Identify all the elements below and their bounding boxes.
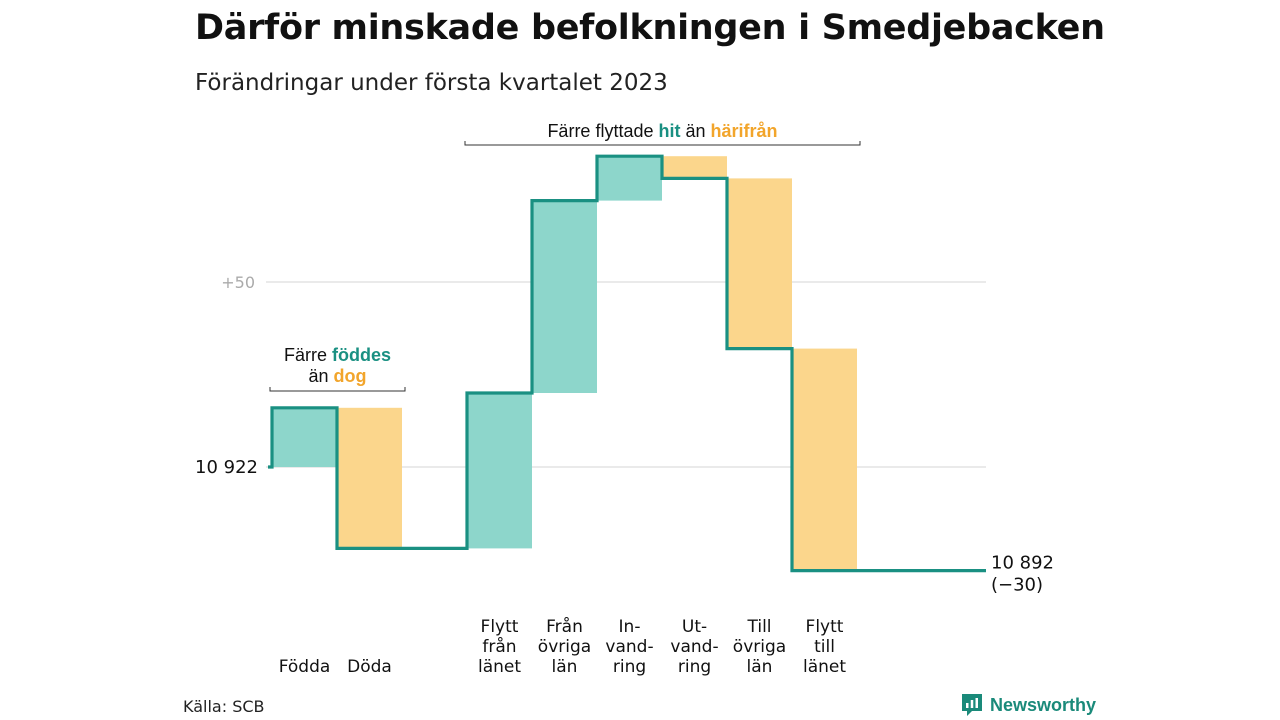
category-label-2-1: från — [482, 636, 516, 657]
start-value-label: 10 922 — [195, 457, 258, 478]
bar-7 — [792, 348, 857, 571]
chart-title: Därför minskade befolkningen i Smedjebac… — [195, 8, 1105, 48]
annotation-bracket-1 — [464, 141, 861, 146]
end-value-label-1: (−30) — [991, 575, 1043, 596]
bar-4 — [597, 156, 662, 201]
bar-1 — [337, 407, 402, 549]
brand-logo: Newsworthy — [960, 692, 1096, 718]
annotation-text-0-2: än dog — [308, 366, 366, 386]
bar-2 — [467, 393, 532, 549]
category-label-3-2: län — [552, 657, 578, 677]
category-label-7-0: Flytt — [806, 617, 844, 637]
category-label-3-1: övriga — [538, 637, 591, 657]
category-label-4-1: vand- — [605, 637, 653, 657]
category-label-6-0: Till — [746, 617, 771, 637]
category-label-5-0: Ut- — [682, 617, 707, 637]
bar-0 — [272, 407, 337, 467]
category-label-5-2: ring — [678, 657, 711, 677]
bar-6 — [727, 178, 792, 349]
y-tick-label: +50 — [221, 273, 255, 292]
brand-name: Newsworthy — [990, 694, 1097, 715]
step-line — [268, 154, 986, 573]
category-label-0-0: Födda — [279, 657, 331, 677]
category-label-4-0: In- — [619, 617, 641, 637]
category-label-2-2: länet — [478, 657, 521, 677]
category-label-5-1: vand- — [670, 637, 718, 657]
category-label-3-0: Från — [546, 616, 583, 637]
newsworthy-logo-icon — [962, 694, 982, 716]
annotation-text-1-1: Färre flyttade hit än härifrån — [547, 121, 777, 141]
category-label-7-2: länet — [803, 657, 846, 677]
end-value-label-0: 10 892 — [991, 553, 1054, 574]
chart-subtitle: Förändringar under första kvartalet 2023 — [195, 70, 668, 96]
bar-5 — [662, 156, 727, 179]
source-note: Källa: SCB — [183, 697, 265, 716]
category-label-6-2: län — [747, 657, 773, 677]
annotation-bracket-0 — [269, 387, 406, 392]
category-label-1-0: Döda — [347, 657, 392, 677]
category-label-2-0: Flytt — [481, 617, 519, 637]
category-label-4-2: ring — [613, 657, 646, 677]
category-label-7-1: till — [814, 637, 835, 657]
category-label-6-1: övriga — [733, 637, 786, 657]
annotation-text-0-1: Färre föddes — [284, 345, 391, 365]
bar-3 — [532, 200, 597, 393]
